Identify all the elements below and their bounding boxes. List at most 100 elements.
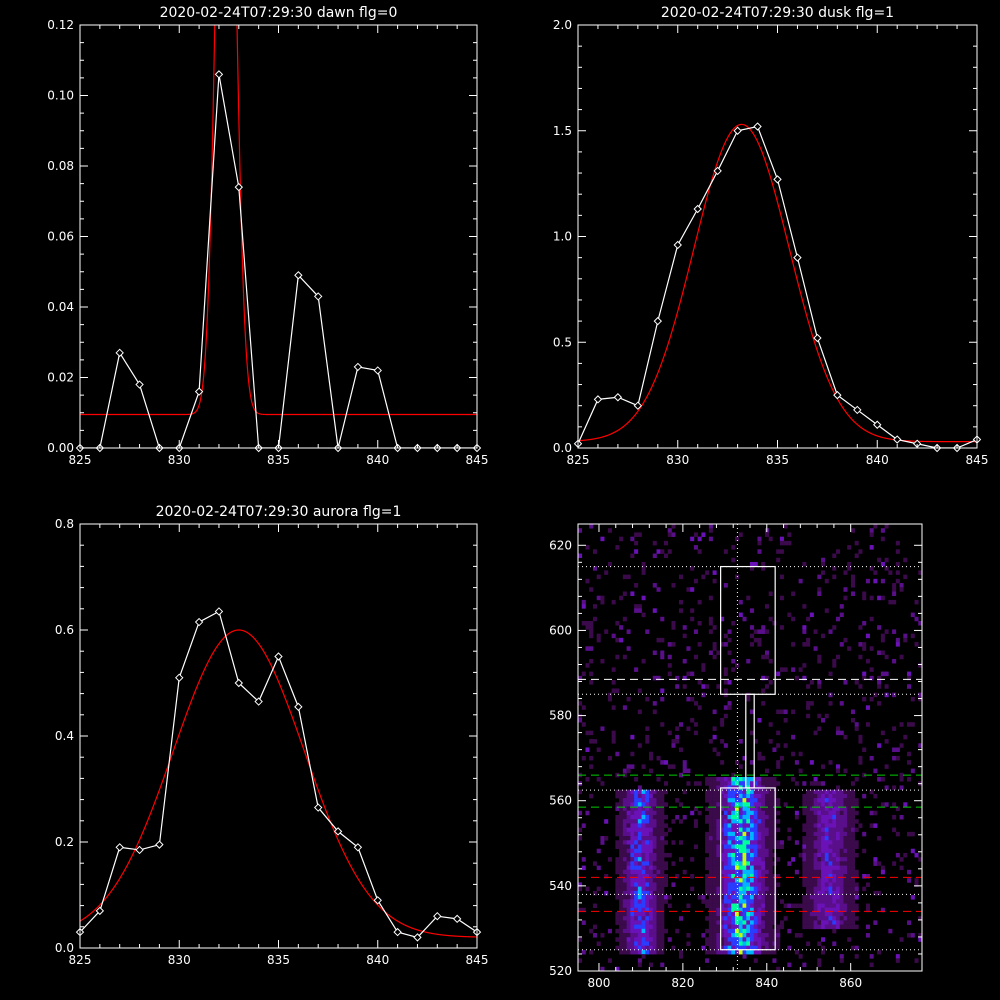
heatmap-cell	[821, 886, 826, 892]
heatmap-cell	[720, 869, 725, 875]
heatmap-cell	[761, 886, 766, 892]
heatmap-cell	[757, 899, 762, 904]
heatmap-cell	[779, 625, 784, 630]
heatmap-cell	[641, 895, 646, 900]
heatmap-cell	[637, 916, 642, 921]
heatmap-cell	[761, 869, 766, 875]
heatmap-cell	[720, 920, 725, 925]
heatmap-cell	[723, 903, 728, 909]
heatmap-cell	[776, 941, 781, 946]
heatmap-cell	[821, 857, 826, 862]
heatmap-cell	[768, 823, 773, 828]
heatmap-cell	[824, 819, 829, 824]
heatmap-cell	[817, 781, 822, 786]
heatmap-cell	[641, 806, 646, 812]
heatmap-cell	[652, 819, 657, 824]
heatmap-cell	[776, 671, 781, 677]
y-tick-label: 580	[549, 709, 572, 723]
heatmap-cell	[607, 928, 612, 934]
heatmap-cell	[791, 709, 796, 715]
heatmap-cell	[712, 646, 717, 651]
heatmap-cell	[589, 755, 594, 761]
heatmap-cell	[828, 857, 833, 862]
heatmap-cell	[727, 920, 732, 925]
heatmap-cell	[641, 903, 646, 909]
heatmap-cell	[757, 789, 762, 795]
heatmap-cell	[843, 848, 848, 854]
heatmap-cell	[783, 743, 788, 748]
heatmap-cell	[843, 916, 848, 921]
heatmap-cell	[910, 696, 915, 702]
heatmap-cell	[723, 692, 728, 698]
heatmap-cell	[720, 777, 725, 782]
heatmap-cell	[824, 874, 829, 879]
heatmap-cell	[641, 595, 646, 601]
heatmap-cell	[649, 945, 654, 951]
heatmap-cell	[854, 954, 859, 959]
heatmap-cell	[899, 865, 904, 871]
heatmap-cell	[791, 857, 796, 862]
heatmap-cell	[817, 895, 822, 900]
heatmap-cell	[757, 911, 762, 917]
heatmap-cell	[753, 869, 758, 875]
heatmap-cell	[832, 806, 837, 812]
heatmap-cell	[750, 608, 755, 613]
heatmap-cell	[645, 907, 650, 913]
heatmap-cell	[622, 857, 627, 862]
heatmap-cell	[723, 840, 728, 845]
heatmap-cell	[854, 680, 859, 685]
heatmap-cell	[750, 566, 755, 571]
heatmap-cell	[649, 949, 654, 955]
heatmap-cell	[727, 680, 732, 685]
heatmap-cell	[731, 810, 736, 816]
heatmap-cell	[746, 844, 751, 850]
heatmap-cell	[850, 920, 855, 925]
heatmap-cell	[746, 886, 751, 892]
heatmap-cell	[656, 886, 661, 892]
heatmap-cell	[750, 831, 755, 837]
heatmap-cell	[697, 680, 702, 685]
heatmap-cell	[809, 848, 814, 854]
heatmap-cell	[585, 620, 590, 626]
heatmap-cell	[779, 540, 784, 546]
heatmap-cell	[671, 882, 676, 887]
heatmap-cell	[865, 903, 870, 909]
heatmap-cell	[686, 768, 691, 774]
heatmap-cell	[802, 869, 807, 875]
heatmap-cell	[637, 802, 642, 807]
heatmap-cell	[675, 874, 680, 879]
heatmap-cell	[757, 882, 762, 887]
data-point	[413, 933, 422, 942]
heatmap-cell	[731, 869, 736, 875]
heatmap-cell	[824, 608, 829, 613]
heatmap-cell	[899, 587, 904, 592]
heatmap-cell	[761, 865, 766, 871]
heatmap-cell	[708, 819, 713, 824]
heatmap-cell	[630, 937, 635, 942]
heatmap-cell	[895, 747, 900, 753]
heatmap-cell	[712, 726, 717, 731]
heatmap-cell	[600, 836, 605, 841]
heatmap-cell	[854, 777, 859, 782]
heatmap-cell	[746, 903, 751, 909]
heatmap-cell	[720, 806, 725, 812]
heatmap-cell	[607, 692, 612, 698]
heatmap-cell	[843, 734, 848, 740]
heatmap-cell	[622, 789, 627, 795]
heatmap-cell	[865, 874, 870, 879]
heatmap-cell	[637, 819, 642, 824]
heatmap-cell	[813, 793, 818, 799]
y-tick-label: 0.08	[47, 159, 74, 173]
heatmap-cell	[757, 798, 762, 803]
heatmap-cell	[824, 911, 829, 917]
heatmap-cell	[720, 642, 725, 647]
heatmap-cell	[630, 941, 635, 946]
heatmap-cell	[630, 798, 635, 803]
heatmap-cell	[806, 642, 811, 647]
heatmap-cell	[843, 844, 848, 850]
heatmap-cell	[705, 886, 710, 892]
heatmap-cell	[619, 823, 624, 828]
heatmap-cell	[626, 823, 631, 828]
heatmap-cell	[716, 882, 721, 887]
